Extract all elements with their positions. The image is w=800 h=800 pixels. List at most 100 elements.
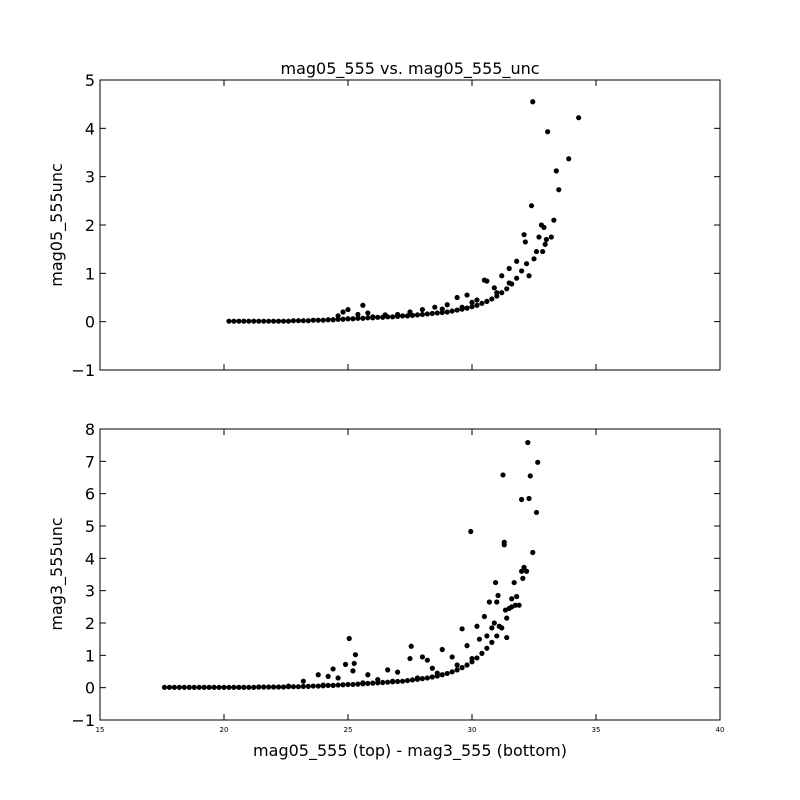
data-point — [424, 657, 430, 663]
data-point — [484, 278, 490, 284]
bottom-scatter-panel: mag3_555unc mag05_555 (top) - mag3_555 (… — [47, 420, 724, 761]
data-point — [390, 678, 396, 684]
data-point — [469, 299, 475, 305]
data-point — [350, 681, 356, 688]
data-point — [365, 672, 371, 678]
data-point — [424, 311, 430, 317]
y-tick-label: 0 — [85, 313, 95, 332]
data-point — [432, 304, 438, 310]
data-point — [290, 318, 297, 324]
top-y-ticks: −1 0 1 2 3 4 5 — [71, 71, 720, 380]
data-point — [474, 302, 480, 308]
data-point — [528, 203, 535, 209]
data-point — [399, 678, 406, 684]
data-point — [548, 234, 554, 240]
y-tick-label: 0 — [85, 679, 95, 698]
y-tick-label: 1 — [85, 646, 95, 665]
data-point — [481, 613, 487, 620]
data-point — [523, 568, 530, 574]
data-point — [231, 318, 237, 324]
data-point — [491, 285, 497, 291]
data-point — [553, 168, 559, 174]
top-data-points — [226, 99, 582, 324]
y-tick-label: 8 — [85, 420, 95, 439]
data-point — [216, 684, 222, 690]
y-tick-label: −1 — [71, 711, 95, 730]
data-point — [330, 682, 336, 689]
data-point — [404, 313, 411, 319]
y-tick-label: 7 — [85, 452, 95, 471]
data-point — [474, 297, 480, 303]
data-point — [271, 318, 277, 324]
data-point — [315, 317, 321, 323]
data-point — [522, 239, 528, 245]
data-point — [236, 318, 242, 324]
data-point — [543, 236, 550, 243]
data-point — [271, 684, 277, 690]
data-point — [527, 473, 533, 479]
data-point — [350, 668, 356, 674]
data-point — [241, 318, 247, 324]
data-point — [566, 156, 572, 162]
data-point — [285, 318, 292, 324]
data-point — [419, 311, 425, 318]
y-tick-label: 1 — [85, 264, 95, 283]
data-point — [201, 684, 207, 690]
data-point — [305, 318, 311, 324]
data-point — [241, 684, 247, 690]
data-point — [395, 669, 401, 675]
data-point — [439, 306, 445, 312]
data-point — [541, 224, 547, 231]
data-point — [504, 286, 510, 292]
data-point — [346, 635, 352, 642]
bottom-y-ticks: −1 0 1 2 3 4 5 6 7 8 — [71, 420, 720, 730]
data-point — [519, 268, 525, 274]
y-tick-label: 4 — [85, 549, 95, 568]
data-point — [335, 313, 341, 319]
data-point — [449, 669, 455, 675]
data-point — [434, 670, 440, 676]
data-point — [325, 682, 331, 689]
data-point — [161, 684, 168, 690]
y-tick-label: 2 — [85, 216, 95, 235]
data-point — [275, 684, 282, 690]
data-point — [454, 294, 460, 301]
data-point — [526, 273, 532, 279]
data-point — [519, 496, 525, 503]
data-point — [355, 681, 361, 687]
data-point — [434, 310, 440, 316]
data-point — [246, 318, 252, 324]
data-point — [521, 564, 527, 570]
data-point — [340, 316, 346, 322]
data-point — [300, 683, 306, 689]
data-point — [360, 315, 366, 321]
data-point — [266, 684, 272, 690]
top-x-ticks — [99, 80, 721, 370]
data-point — [474, 623, 480, 629]
data-point — [261, 684, 267, 690]
data-point — [407, 655, 413, 662]
data-point — [375, 676, 381, 683]
y-tick-label: 2 — [85, 614, 95, 633]
bottom-data-points — [161, 439, 541, 690]
top-scatter-panel: mag05_555 vs. mag05_555_unc mag05_555unc… — [47, 59, 721, 380]
data-point — [499, 273, 505, 279]
data-point — [390, 314, 396, 320]
top-plot-frame — [99, 79, 721, 371]
data-point — [419, 306, 425, 313]
data-point — [504, 615, 510, 621]
data-point — [424, 675, 430, 681]
data-point — [469, 655, 475, 662]
data-point — [429, 310, 435, 317]
data-point — [226, 684, 232, 690]
data-point — [464, 292, 470, 298]
data-point — [330, 317, 336, 323]
data-point — [514, 275, 520, 281]
y-tick-label: 5 — [85, 517, 95, 536]
data-point — [399, 313, 406, 319]
data-point — [300, 318, 306, 324]
data-point — [355, 315, 361, 321]
data-point — [409, 677, 416, 683]
data-point — [496, 623, 502, 629]
data-point — [295, 684, 301, 690]
